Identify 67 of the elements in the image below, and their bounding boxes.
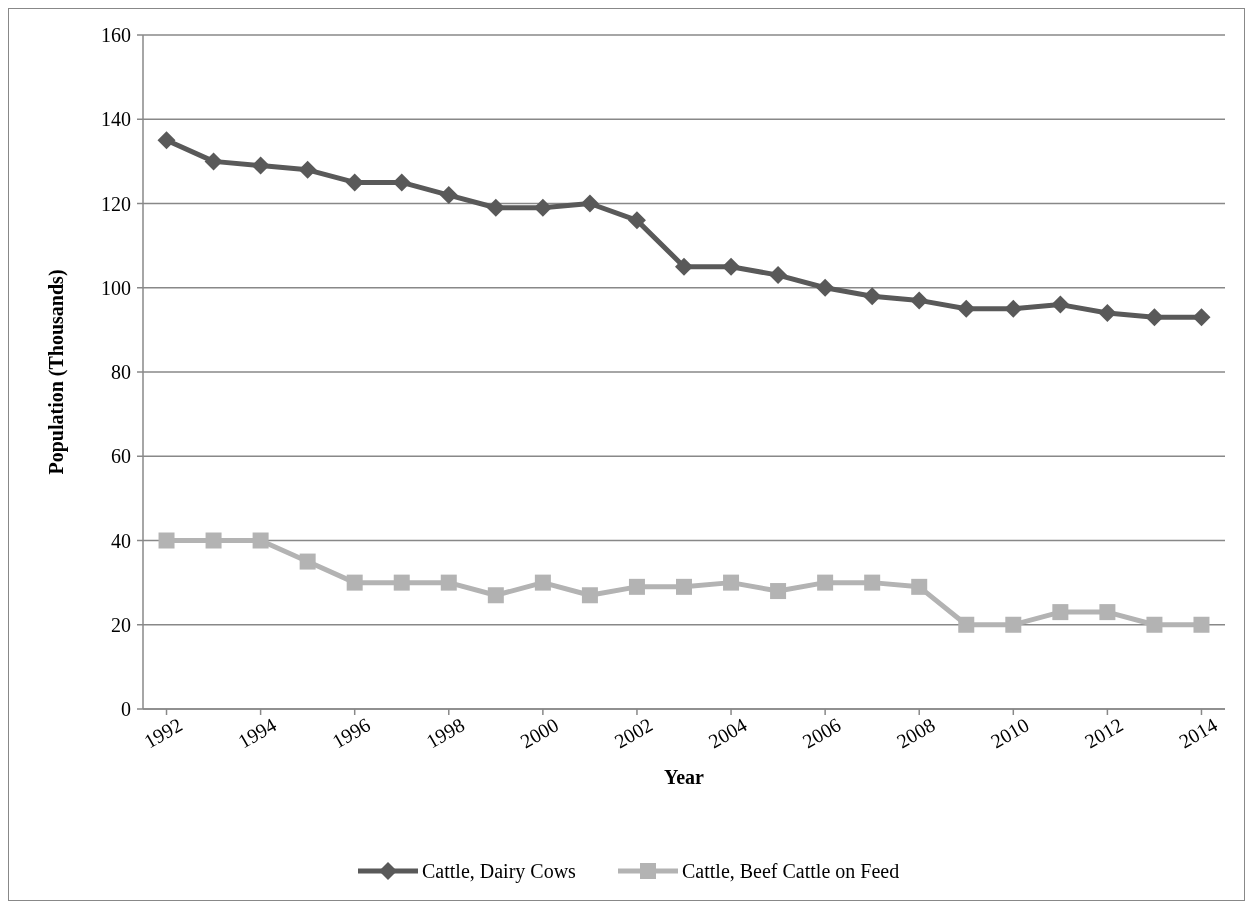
point xyxy=(1099,604,1116,621)
y-tick-label: 0 xyxy=(121,698,131,720)
point xyxy=(252,532,269,549)
point xyxy=(1098,304,1117,323)
y-tick-label: 160 xyxy=(101,24,131,46)
point xyxy=(486,198,505,217)
point xyxy=(627,211,646,230)
x-tick-label: 2000 xyxy=(516,713,563,753)
point xyxy=(534,574,551,591)
point xyxy=(299,553,316,570)
point xyxy=(580,194,599,213)
point xyxy=(911,578,928,595)
point xyxy=(675,257,693,276)
point xyxy=(157,131,176,150)
point xyxy=(487,587,504,604)
x-tick-label: 1998 xyxy=(422,713,469,753)
point xyxy=(723,574,740,591)
point xyxy=(1193,616,1210,633)
x-axis-title: Year xyxy=(664,766,705,788)
point xyxy=(1051,295,1070,314)
x-tick-label: 2014 xyxy=(1175,713,1221,753)
point xyxy=(628,578,645,595)
legend-label: Cattle, Beef Cattle on Feed xyxy=(682,860,900,882)
y-tick-label: 140 xyxy=(101,108,131,131)
x-tick-label: 2006 xyxy=(798,713,845,753)
point xyxy=(205,532,222,549)
point xyxy=(1052,604,1069,621)
x-tick-label: 1996 xyxy=(328,713,375,753)
y-axis-title: Population (Thousands) xyxy=(45,269,68,475)
y-tick-label: 80 xyxy=(111,361,131,383)
point xyxy=(204,152,223,171)
point xyxy=(251,156,270,175)
x-tick-label: 1992 xyxy=(140,713,186,753)
point xyxy=(910,291,929,310)
x-tick-label: 2002 xyxy=(610,713,657,753)
point xyxy=(770,583,787,600)
x-tick-label: 2010 xyxy=(986,713,1033,753)
point xyxy=(581,587,598,604)
x-tick-label: 2012 xyxy=(1081,713,1127,753)
point xyxy=(158,532,175,549)
x-tick-label: 2004 xyxy=(704,713,751,753)
point xyxy=(393,574,410,591)
y-tick-label: 100 xyxy=(101,276,131,299)
point xyxy=(817,574,834,591)
point xyxy=(816,278,835,297)
y-tick-label: 40 xyxy=(111,529,131,552)
point xyxy=(1145,308,1164,327)
x-tick-label: 1994 xyxy=(234,713,280,753)
point xyxy=(1004,299,1023,318)
point xyxy=(439,186,458,205)
point xyxy=(722,257,741,276)
y-tick-label: 20 xyxy=(111,613,131,636)
legend-label: Cattle, Dairy Cows xyxy=(422,860,577,883)
point xyxy=(769,266,788,285)
point xyxy=(298,160,317,179)
x-tick-label: 2008 xyxy=(892,713,939,753)
point xyxy=(346,574,363,591)
point xyxy=(863,287,882,306)
point xyxy=(864,574,881,591)
y-tick-label: 120 xyxy=(101,192,131,215)
point xyxy=(1146,616,1163,633)
y-tick-label: 60 xyxy=(111,445,131,468)
point xyxy=(958,616,975,633)
point xyxy=(1005,616,1022,633)
point xyxy=(1192,308,1211,327)
point xyxy=(440,574,457,591)
point xyxy=(676,578,692,595)
